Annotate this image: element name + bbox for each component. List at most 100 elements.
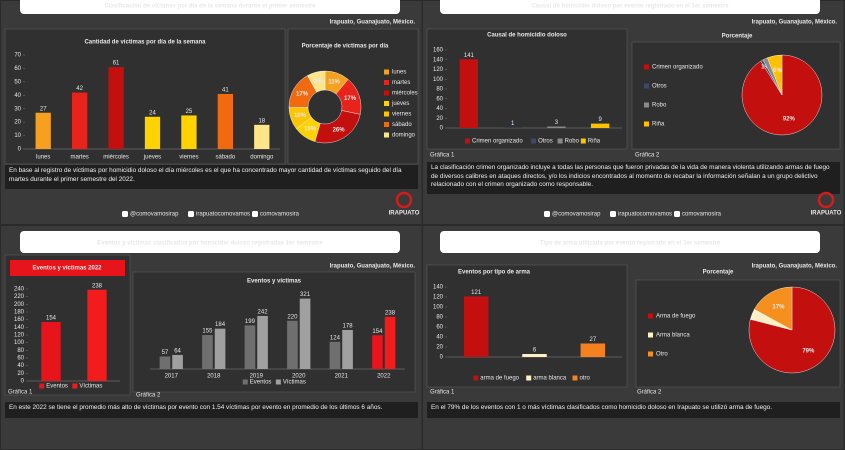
- value-label: 27: [589, 337, 596, 343]
- text-box: [5, 165, 418, 189]
- legend-swatch: [644, 83, 649, 89]
- legend-swatch: [242, 379, 248, 385]
- y-tick-label: 60: [436, 96, 443, 102]
- y-tick-label: 0: [18, 147, 22, 153]
- y-tick-label: 20: [14, 120, 21, 126]
- y-tick-label: 80: [436, 87, 443, 93]
- chart-title: Cantidad de víctimas por día de la seman…: [84, 40, 206, 46]
- location: Irapuato, Guanajuato, México.: [752, 20, 838, 26]
- value-label: 1: [511, 121, 515, 127]
- y-tick-label: 0: [21, 379, 25, 385]
- x-tick-label: 2019: [250, 374, 264, 380]
- value-label: 10%: [294, 113, 307, 119]
- legend-swatch: [557, 138, 563, 144]
- legend-swatch: [39, 383, 45, 389]
- title-bar: [20, 231, 400, 253]
- logo: IRAPUATO: [811, 211, 842, 217]
- bar: [547, 126, 566, 128]
- value-label: 11%: [328, 80, 340, 86]
- caption: Gráfica 2: [136, 393, 161, 399]
- value-label: 220: [287, 314, 298, 320]
- bar: [342, 329, 353, 369]
- y-tick-label: 10: [14, 133, 21, 139]
- text-box-content: En el 79% de los eventos con 1 o más víc…: [431, 404, 772, 411]
- value-label: 17%: [344, 96, 357, 102]
- title-banner: [10, 260, 125, 276]
- legend-label: viernes: [392, 112, 411, 118]
- value-label: 26%: [333, 127, 346, 133]
- legend-label: otro: [580, 376, 591, 382]
- value-label: 141: [464, 53, 475, 59]
- y-tick-label: 120: [433, 295, 444, 301]
- y-tick-label: 30: [14, 106, 21, 112]
- footer-handle: @comovamosirap: [130, 212, 179, 218]
- y-tick-label: 60: [17, 356, 24, 362]
- logo-mark: [817, 191, 835, 209]
- legend-label: jueves: [391, 101, 409, 107]
- bar: [214, 328, 226, 369]
- y-tick-label: 50: [14, 79, 21, 85]
- value-label: 25: [186, 109, 193, 115]
- caption: Gráfica 1: [430, 390, 455, 396]
- legend-swatch: [384, 132, 389, 138]
- value-label: 1%: [761, 64, 770, 70]
- chart-box: [132, 271, 416, 393]
- legend-swatch: [465, 138, 470, 144]
- legend-label: Otros: [652, 84, 667, 90]
- slice: [748, 286, 836, 374]
- y-tick-label: 40: [14, 93, 21, 99]
- title-bar: [440, 0, 820, 14]
- value-label: 178: [343, 324, 354, 330]
- y-tick-label: 240: [14, 287, 25, 293]
- bar: [459, 59, 479, 129]
- y-tick-label: 60: [14, 66, 21, 72]
- x-tick-label: 2022: [377, 374, 391, 380]
- value-label: 121: [471, 290, 482, 296]
- chart-box: [426, 264, 628, 388]
- value-label: 4%: [755, 315, 764, 321]
- panel-title: Eventos y víctimas clasificados por homi…: [97, 241, 323, 247]
- legend-label: martes: [392, 80, 410, 86]
- legend-swatch: [648, 332, 653, 338]
- value-label: 64: [174, 349, 181, 355]
- value-label: 6: [533, 348, 537, 354]
- value-label: 27: [40, 106, 47, 112]
- y-tick-label: 40: [436, 106, 443, 112]
- footer-handle: comovamosira: [682, 212, 722, 218]
- y-tick-label: 40: [17, 363, 24, 369]
- footer-handle: @comovamosirap: [552, 212, 601, 218]
- legend-swatch: [644, 121, 649, 127]
- legend-swatch: [644, 64, 649, 70]
- value-label: 9: [598, 117, 602, 123]
- y-tick-label: 70: [14, 53, 21, 59]
- bar: [41, 321, 61, 381]
- logo-mark: [395, 191, 413, 209]
- social-icon: [252, 211, 258, 217]
- bar: [384, 316, 396, 369]
- y-tick-label: 0: [440, 126, 444, 132]
- legend-label: Arma de fuego: [656, 314, 696, 320]
- legend-label: Robo: [652, 103, 667, 109]
- social-icon: [544, 211, 550, 217]
- social-icon: [188, 211, 194, 217]
- value-label: 8%: [314, 79, 323, 85]
- chart-title: Eventos y víctimas: [247, 279, 302, 285]
- legend-swatch: [580, 138, 586, 144]
- chart-title: Porcentaje: [703, 270, 734, 276]
- legend-label: domingo: [392, 133, 416, 139]
- legend-swatch: [526, 375, 532, 381]
- legend-swatch: [648, 313, 653, 319]
- bar: [590, 123, 610, 128]
- text-box: [5, 402, 418, 418]
- panel-title: Clasificación de víctimas por día de la …: [104, 4, 316, 10]
- x-tick-label: martes: [70, 155, 88, 161]
- slice: [767, 54, 783, 96]
- value-label: 154: [372, 329, 383, 335]
- chart-box: [4, 254, 131, 396]
- value-label: 17%: [772, 305, 785, 311]
- bar: [144, 116, 161, 149]
- legend-label: miércoles: [392, 91, 418, 97]
- legend-label: Otros: [538, 139, 553, 145]
- y-tick-label: 20: [436, 345, 443, 351]
- legend-label: Víctimas: [283, 380, 306, 386]
